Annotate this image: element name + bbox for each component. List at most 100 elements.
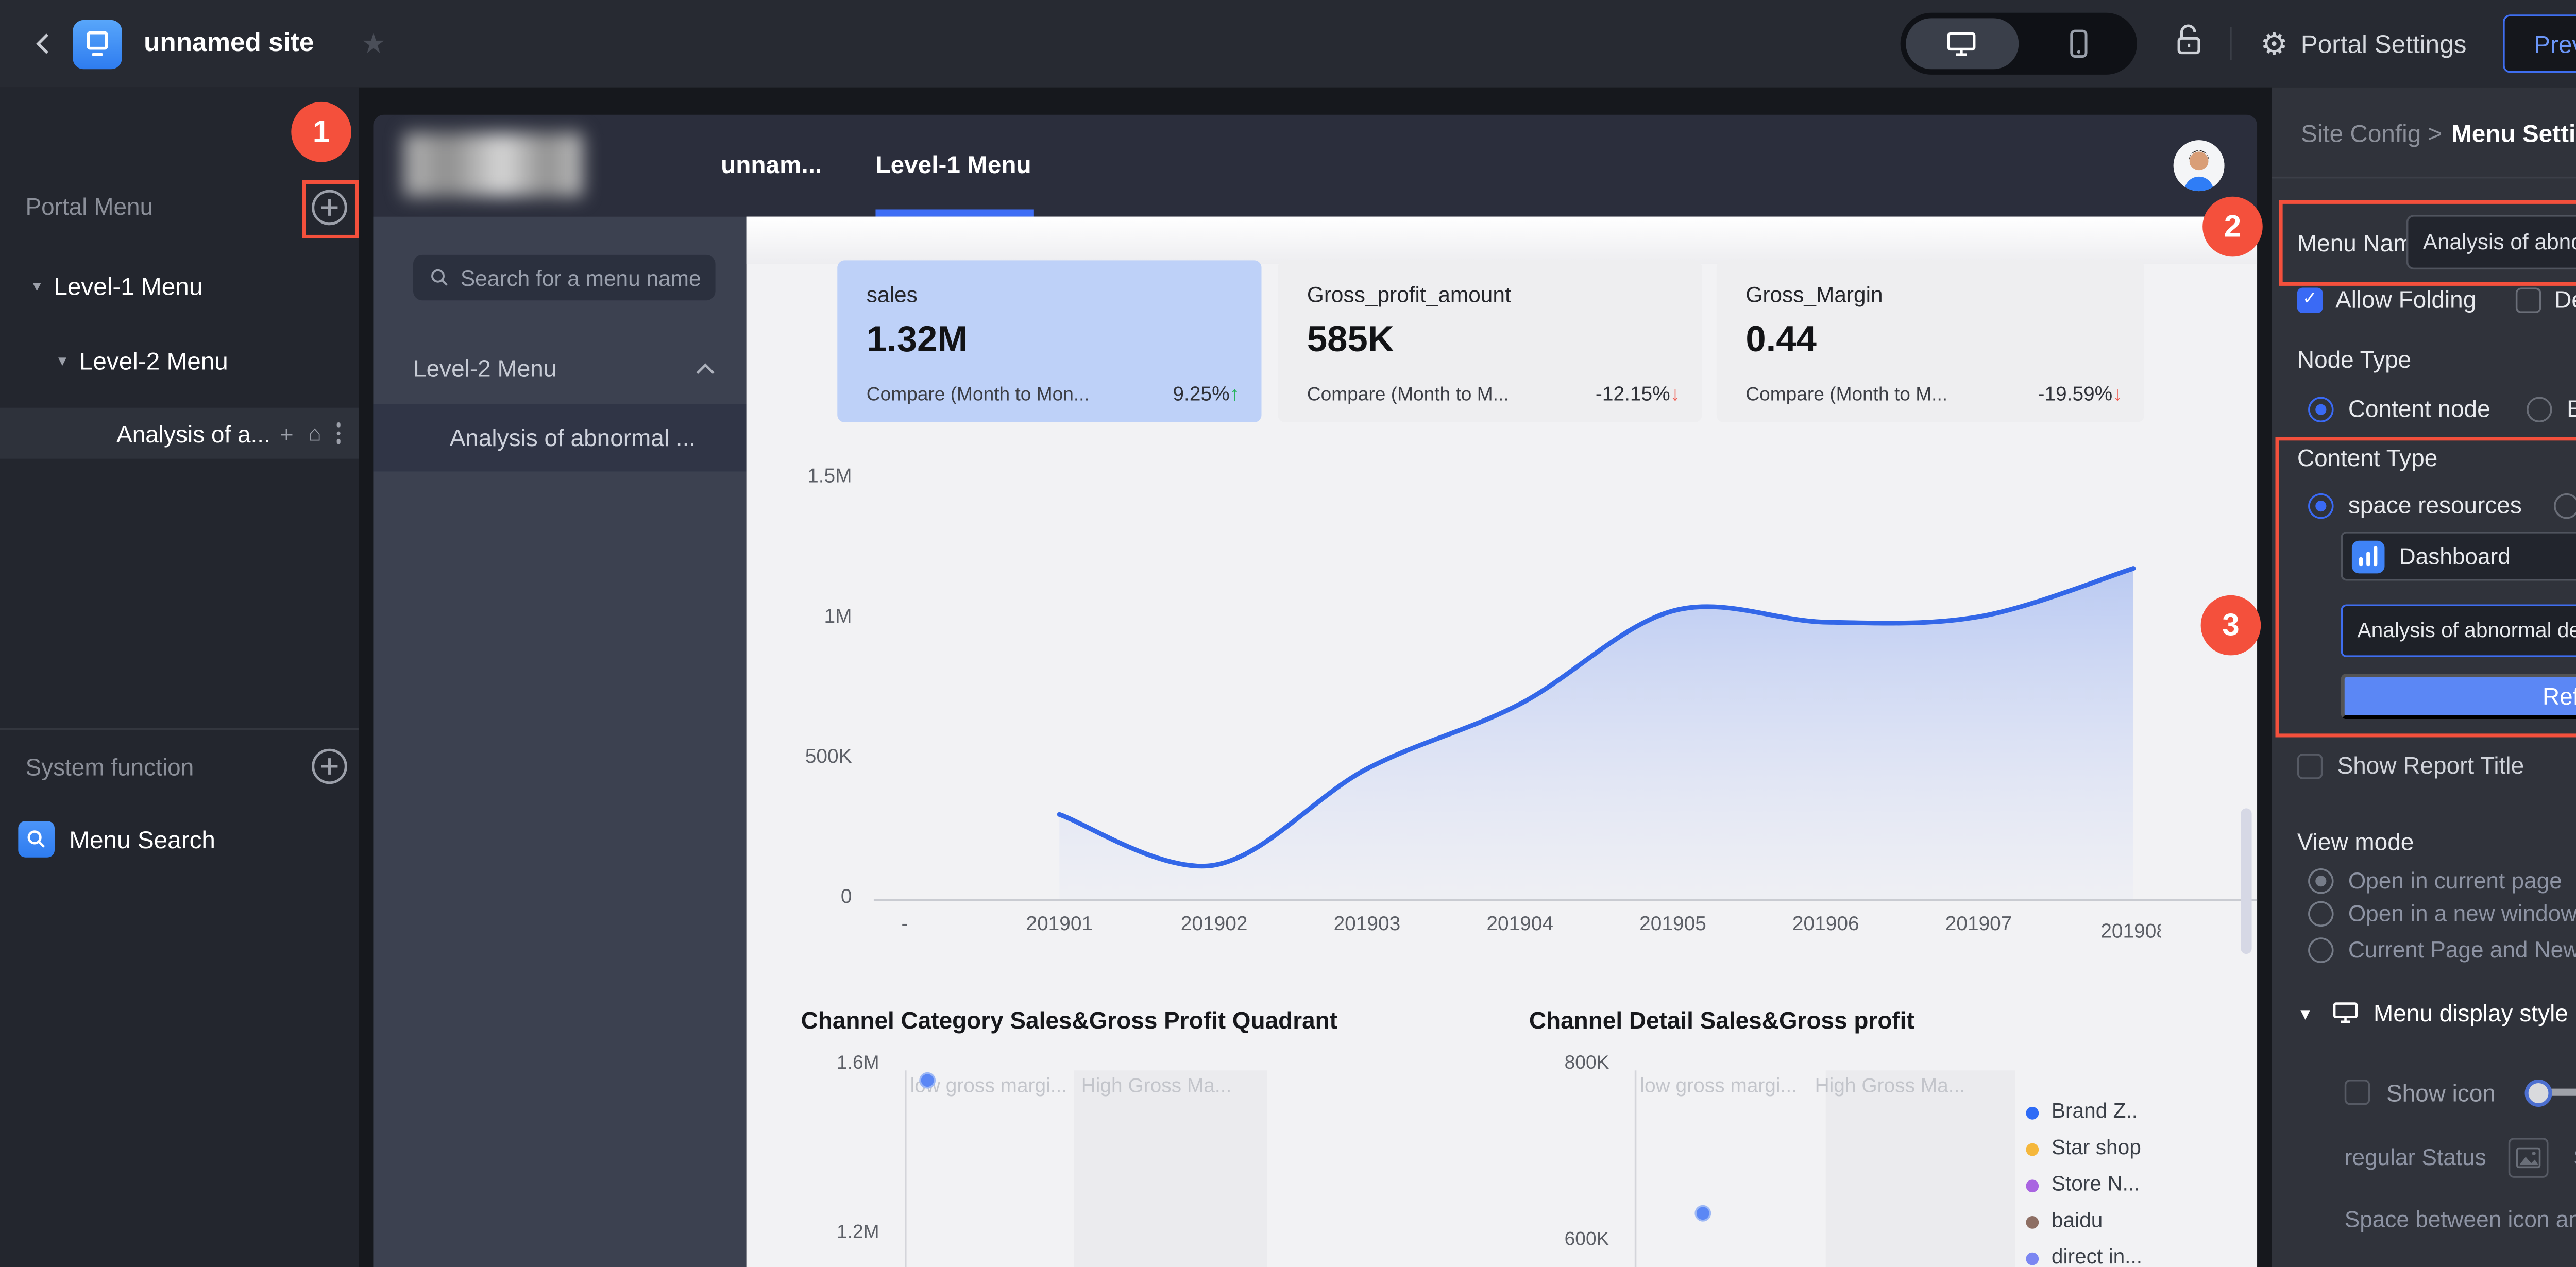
show-report-title-label: Show Report Title — [2337, 751, 2524, 779]
panel-divider — [2272, 176, 2576, 179]
show-report-title-checkbox[interactable] — [2297, 752, 2323, 778]
back-icon[interactable] — [25, 25, 62, 62]
node-type-options: Content node Empty node — [2308, 395, 2576, 422]
axis-line — [905, 1070, 907, 1267]
caret-down-icon[interactable]: ▾ — [32, 277, 41, 295]
sales-line-chart[interactable] — [874, 435, 2257, 901]
sidebar-item-analysis[interactable]: Analysis of a... + ⌂ — [0, 407, 359, 459]
x-tick: 201902 — [1180, 914, 1248, 936]
down-arrow-icon: ↓ — [1670, 384, 1681, 406]
preview-header: unnam... Level-1 Menu — [373, 114, 2258, 217]
legend-item[interactable]: Star shop — [2026, 1138, 2141, 1159]
open-new-window-radio[interactable] — [2308, 901, 2334, 927]
portal-settings-label[interactable]: Portal Settings — [2300, 29, 2467, 59]
menu-search-input[interactable]: Search for a menu name — [413, 254, 716, 301]
quadrant-chart-category[interactable]: Channel Category Sales&Gross Profit Quad… — [774, 992, 1502, 1267]
legend-label: direct in... — [2051, 1247, 2143, 1267]
sidebar-item-level1[interactable]: ▾ Level-1 Menu — [33, 273, 203, 300]
quadrant-label: low gross margi... — [1640, 1075, 1797, 1098]
dashboard-type-icon — [2351, 539, 2385, 573]
group-label: Level-2 Menu — [413, 355, 557, 383]
legend-item[interactable]: baidu — [2026, 1210, 2103, 1232]
regular-status-label: regular Status — [2344, 1145, 2486, 1171]
up-arrow-icon: ↑ — [1229, 384, 1240, 406]
menu-display-style-row[interactable]: ▼ Menu display style — [2297, 999, 2568, 1026]
y-tick: 1M — [824, 606, 852, 628]
mobile-toggle-icon[interactable] — [2024, 18, 2133, 69]
x-tick: 201901 — [1026, 914, 1093, 936]
scatter-point[interactable] — [1694, 1205, 1711, 1222]
space-resources-radio[interactable] — [2308, 492, 2334, 518]
kpi-card-gross-profit[interactable]: Gross_profit_amount 585K Compare (Month … — [1278, 260, 1702, 423]
gear-icon[interactable]: ⚙ — [2260, 26, 2289, 61]
unlock-icon[interactable] — [2173, 23, 2204, 64]
sidebar-item-level2[interactable]: ▾ Level-2 Menu — [58, 348, 228, 375]
preview-button[interactable]: Preview — [2503, 14, 2576, 73]
level2-label: Level-2 Menu — [79, 348, 228, 375]
quadrant-chart-detail[interactable]: Channel Detail Sales&Gross profit 800K 6… — [1502, 992, 2257, 1267]
open-current-page-radio[interactable] — [2308, 868, 2334, 894]
avatar[interactable] — [2173, 140, 2225, 192]
sidebar-item-menu-search[interactable]: Menu Search — [18, 821, 215, 858]
content-node-label: Content node — [2348, 395, 2490, 423]
site-icon — [73, 19, 122, 69]
menu-name-input[interactable]: Analysis of abnormal decline in gros... — [2406, 215, 2576, 270]
show-icon-checkbox[interactable] — [2344, 1079, 2370, 1105]
portal-sidebar: Portal Menu ▾ Level-1 Menu ▾ Level-2 Men… — [0, 87, 359, 1267]
menu-search-placeholder: Search for a menu name — [460, 265, 701, 290]
desktop-toggle-icon[interactable] — [1905, 18, 2019, 70]
step3-highlight-box — [2275, 437, 2576, 738]
preview-menu-panel: Search for a menu name Level-2 Menu Anal… — [373, 216, 747, 1267]
legend-item[interactable]: Store N... — [2026, 1174, 2140, 1196]
resource-select[interactable]: Analysis of abnormal decline in ... — [2341, 604, 2576, 657]
kpi-card-sales[interactable]: sales 1.32M Compare (Month to Mon... 9.2… — [837, 260, 1262, 423]
resource-type-select[interactable]: Dashboard — [2341, 532, 2576, 581]
axis-line — [1634, 1070, 1637, 1267]
add-menu-button[interactable] — [310, 187, 350, 236]
space-between-label: Space between icon and text — [2344, 1206, 2576, 1232]
add-system-function-button[interactable] — [310, 746, 350, 795]
icon-status-row: regular Status Selected State — [2345, 1138, 2576, 1178]
slider-thumb[interactable] — [2524, 1078, 2552, 1106]
legend-item[interactable]: direct in... — [2026, 1247, 2142, 1267]
content-type-options: space resources External Links — [2308, 491, 2576, 519]
item-more-icon[interactable] — [335, 422, 341, 444]
breadcrumb: Site Config > Menu Settings Lv3 — [2301, 120, 2576, 147]
quadrant-label: High Gross Ma... — [1815, 1075, 1965, 1098]
chevron-up-icon[interactable] — [696, 362, 716, 375]
step1-highlight-box — [302, 180, 359, 239]
device-toggle[interactable] — [1900, 12, 2137, 75]
home-icon[interactable]: ⌂ — [308, 420, 321, 446]
preview-group-level2[interactable]: Level-2 Menu — [413, 355, 716, 382]
kpi-card-gross-margin[interactable]: Gross_Margin 0.44 Compare (Month to M...… — [1716, 260, 2145, 423]
monitor-icon — [2333, 1002, 2358, 1023]
content-node-radio[interactable] — [2308, 396, 2334, 422]
favorite-star-icon[interactable]: ★ — [361, 29, 386, 60]
down-arrow-icon: ↓ — [2112, 384, 2123, 406]
tab-level1-menu[interactable]: Level-1 Menu — [875, 151, 1031, 179]
external-links-radio[interactable] — [2554, 492, 2576, 518]
refresh-button[interactable]: Refresh — [2341, 673, 2576, 720]
dashboard-area: sales 1.32M Compare (Month to Mon... 9.2… — [746, 216, 2258, 1267]
breadcrumb-parent[interactable]: Site Config > — [2300, 120, 2443, 148]
current-and-new-window-radio[interactable] — [2308, 936, 2334, 962]
kpi-value: 1.32M — [866, 320, 968, 361]
y-tick: 1.6M — [837, 1052, 879, 1074]
caret-down-icon[interactable]: ▾ — [58, 351, 67, 370]
preview-scrollbar[interactable] — [2241, 808, 2252, 954]
allow-folding-checkbox[interactable]: ✓ — [2297, 286, 2323, 313]
add-icon[interactable]: + — [279, 419, 294, 447]
caret-down-icon[interactable]: ▼ — [2297, 1004, 2314, 1022]
scatter-point[interactable] — [919, 1072, 936, 1089]
preview-item-analysis[interactable]: Analysis of abnormal ... — [373, 404, 747, 472]
legend-item[interactable]: Brand Z.. — [2026, 1101, 2138, 1123]
chart-title: Channel Detail Sales&Gross profit — [1529, 1006, 1914, 1034]
icon-size-slider[interactable] — [2524, 1078, 2576, 1106]
legend-dot — [2026, 1251, 2039, 1264]
regular-status-image-picker[interactable] — [2508, 1138, 2548, 1178]
y-tick: 0 — [840, 886, 852, 909]
default-collapse-checkbox[interactable] — [2516, 286, 2542, 313]
empty-node-radio[interactable] — [2527, 396, 2552, 422]
portal-menu-label: Portal Menu — [25, 193, 154, 220]
